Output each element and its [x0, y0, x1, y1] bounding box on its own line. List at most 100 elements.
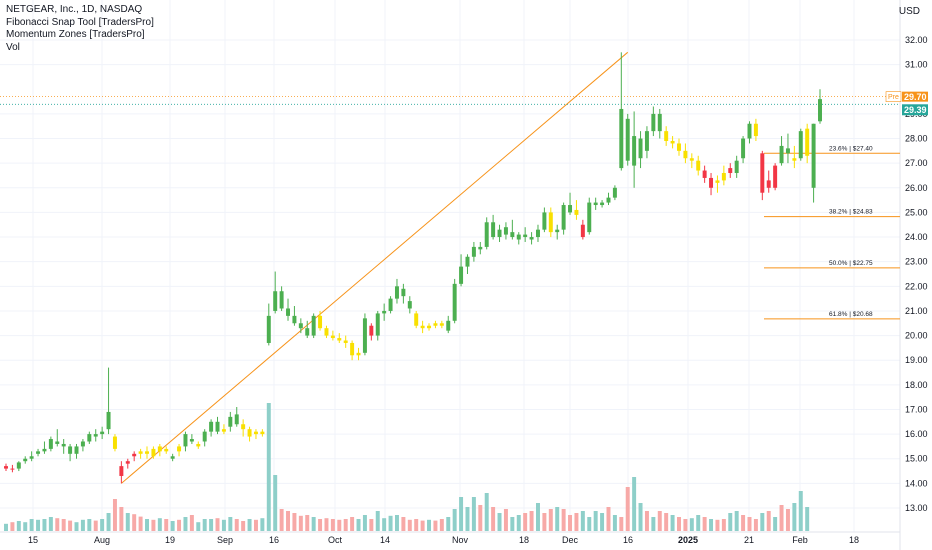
candles [4, 52, 822, 484]
volume-bar [170, 521, 175, 531]
candle-body [651, 113, 656, 132]
volume-bar [715, 519, 720, 531]
price-tick-label: 16.00 [905, 429, 928, 439]
time-tick-label: 18 [519, 535, 529, 545]
volume-bar [10, 522, 15, 531]
candle-body [478, 246, 483, 250]
candle-body [196, 443, 201, 447]
candle-body [241, 424, 246, 430]
candle-body [375, 313, 380, 336]
volume-bar [164, 519, 169, 531]
volume-bar [337, 519, 342, 531]
legend-indicator-vol[interactable]: Vol [6, 41, 20, 53]
volume-bar [702, 517, 707, 531]
candle-body [427, 325, 432, 329]
volume-bar [516, 515, 521, 531]
price-tick-label: 14.00 [905, 478, 928, 488]
candle-body [119, 466, 124, 476]
candle-body [632, 136, 637, 166]
time-tick-label: Dec [562, 535, 579, 545]
candle-body [773, 165, 778, 188]
volume-bar [266, 403, 271, 531]
legend-indicator-momentum[interactable]: Momentum Zones [TradersPro] [6, 29, 145, 40]
volume-bar [247, 519, 252, 531]
candle-body [48, 439, 53, 449]
volume-bar [209, 519, 214, 531]
candle-body [311, 315, 316, 336]
candle-body [471, 246, 476, 257]
time-tick-label: 15 [28, 535, 38, 545]
premarket-prefix-box [885, 91, 902, 102]
volume-bar [696, 515, 701, 531]
candle-body [798, 131, 803, 159]
volume-bar [253, 519, 258, 531]
legend-symbol[interactable]: NETGEAR, Inc., 1D, NASDAQ [6, 4, 143, 15]
volume-bar [260, 518, 265, 531]
volume-bar [433, 520, 438, 531]
candle-body [433, 323, 438, 326]
volume-bar [587, 517, 592, 531]
volume-bar [766, 511, 771, 531]
candle-body [459, 266, 464, 284]
price-tick-label: 25.00 [905, 207, 928, 217]
volume-bar [734, 511, 739, 531]
volume-bar [388, 515, 393, 531]
volume-bar [132, 514, 137, 531]
currency-label[interactable]: USD [898, 6, 920, 17]
volume-bar [420, 520, 425, 531]
volume-bar [478, 505, 483, 531]
volume-bar [151, 519, 156, 531]
candle-body [4, 466, 8, 469]
candle-body [593, 202, 598, 206]
volume-bar [298, 515, 303, 531]
volume-bar [779, 505, 784, 531]
volume-bar [593, 511, 598, 531]
last-price-tag [902, 104, 928, 116]
time-tick-label: Aug [94, 535, 110, 545]
volume-bar [471, 497, 476, 531]
volume-bar [568, 515, 573, 531]
candle-body [689, 158, 694, 161]
volume-bar [760, 513, 765, 531]
candle-body [625, 118, 630, 161]
volume-bar [452, 509, 457, 531]
price-tick-label: 19.00 [905, 355, 928, 365]
volume-bar [36, 519, 41, 531]
candle-body [369, 325, 374, 336]
price-tick-label: 31.00 [905, 60, 928, 70]
volume-bar [87, 519, 92, 531]
candle-body [753, 123, 758, 137]
fib-label: 50.0% | $22.75 [829, 260, 873, 267]
candle-body [529, 237, 534, 240]
volume-bar [574, 513, 579, 531]
candle-body [792, 158, 797, 161]
volume-bar [343, 519, 348, 531]
volume-bar [503, 509, 508, 531]
volume-bar [356, 519, 361, 531]
volume-bar [612, 515, 617, 531]
candle-body [561, 205, 566, 230]
candle-body [407, 301, 412, 309]
candle-body [818, 99, 822, 122]
candle-body [125, 461, 130, 464]
volume-bar [4, 523, 8, 531]
candle-body [253, 431, 258, 435]
candle-body [516, 234, 521, 240]
legend-indicator-fib[interactable]: Fibonacci Snap Tool [TradersPro] [6, 16, 154, 28]
price-tick-label: 13.00 [905, 503, 928, 513]
volume-bar [215, 518, 220, 531]
volume-bar [721, 519, 726, 531]
volume-bar [439, 519, 444, 531]
grid-lines [0, 0, 900, 532]
volume-bar [202, 519, 207, 531]
candle-body [318, 315, 323, 329]
volume-bar [414, 519, 419, 531]
candle-body [721, 173, 726, 181]
candle-body [247, 429, 252, 437]
candle-body [356, 352, 361, 356]
time-tick-label: 19 [165, 535, 175, 545]
candle-body [189, 439, 194, 442]
premarket-price-label: 29.70 [904, 92, 927, 102]
price-tick-label: 26.00 [905, 183, 928, 193]
